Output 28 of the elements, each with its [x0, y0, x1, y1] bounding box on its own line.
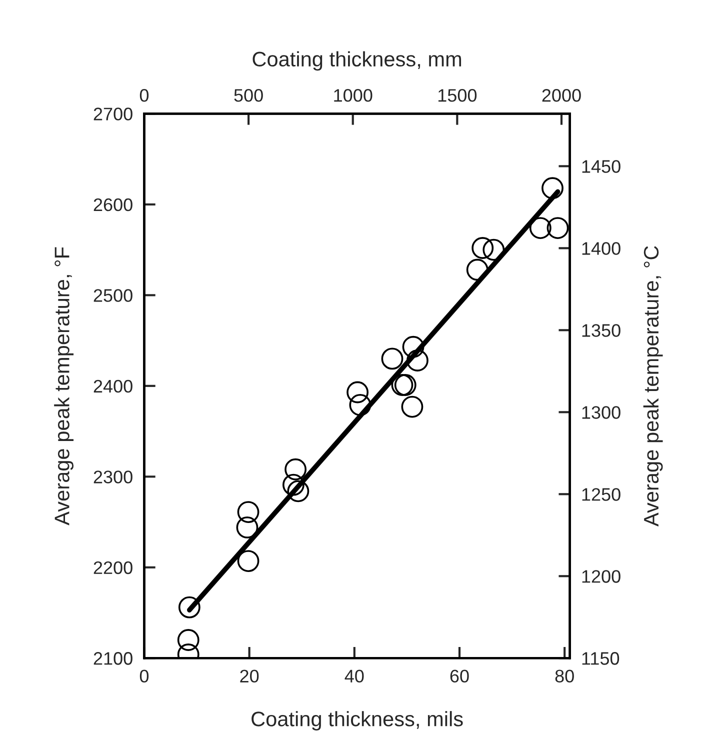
y2-axis-title: Average peak temperature, °C [643, 246, 663, 526]
x2-tick-label: 500 [234, 89, 263, 102]
y2-tick-label: 1300 [582, 406, 620, 419]
y2-tick-label: 1400 [582, 242, 620, 255]
x-tick-label: 20 [240, 670, 259, 682]
x2-tick-label: 2000 [542, 89, 581, 102]
y2-tick-label: 1450 [582, 160, 620, 173]
x-tick-label: 0 [140, 670, 149, 682]
x2-tick-label: 1000 [334, 89, 372, 102]
y-tick-label: 2700 [94, 108, 132, 120]
x2-axis-title: Coating thickness, mm [252, 51, 462, 71]
y2-tick-label: 1250 [582, 488, 620, 501]
y-axis-title: Average peak temperature, °F [54, 247, 74, 526]
y-tick-label: 2600 [94, 198, 132, 212]
x-tick-label: 80 [555, 670, 574, 682]
x-tick-label: 40 [344, 670, 364, 682]
x-tick-label: 60 [450, 670, 469, 682]
y-tick-label: 2200 [94, 561, 132, 574]
x2-tick-label: 1500 [438, 89, 477, 102]
y-tick-label: 2300 [94, 470, 132, 484]
y2-tick-label: 1350 [582, 324, 620, 337]
y2-tick-label: 1200 [582, 570, 620, 583]
x2-tick-label: 0 [140, 89, 149, 102]
y-tick-label: 2400 [94, 380, 132, 393]
y-tick-label: 2500 [94, 289, 132, 302]
y2-tick-label: 1150 [582, 652, 620, 665]
y-tick-label: 2100 [94, 652, 132, 665]
x-axis-title: Coating thickness, mils [252, 711, 463, 730]
